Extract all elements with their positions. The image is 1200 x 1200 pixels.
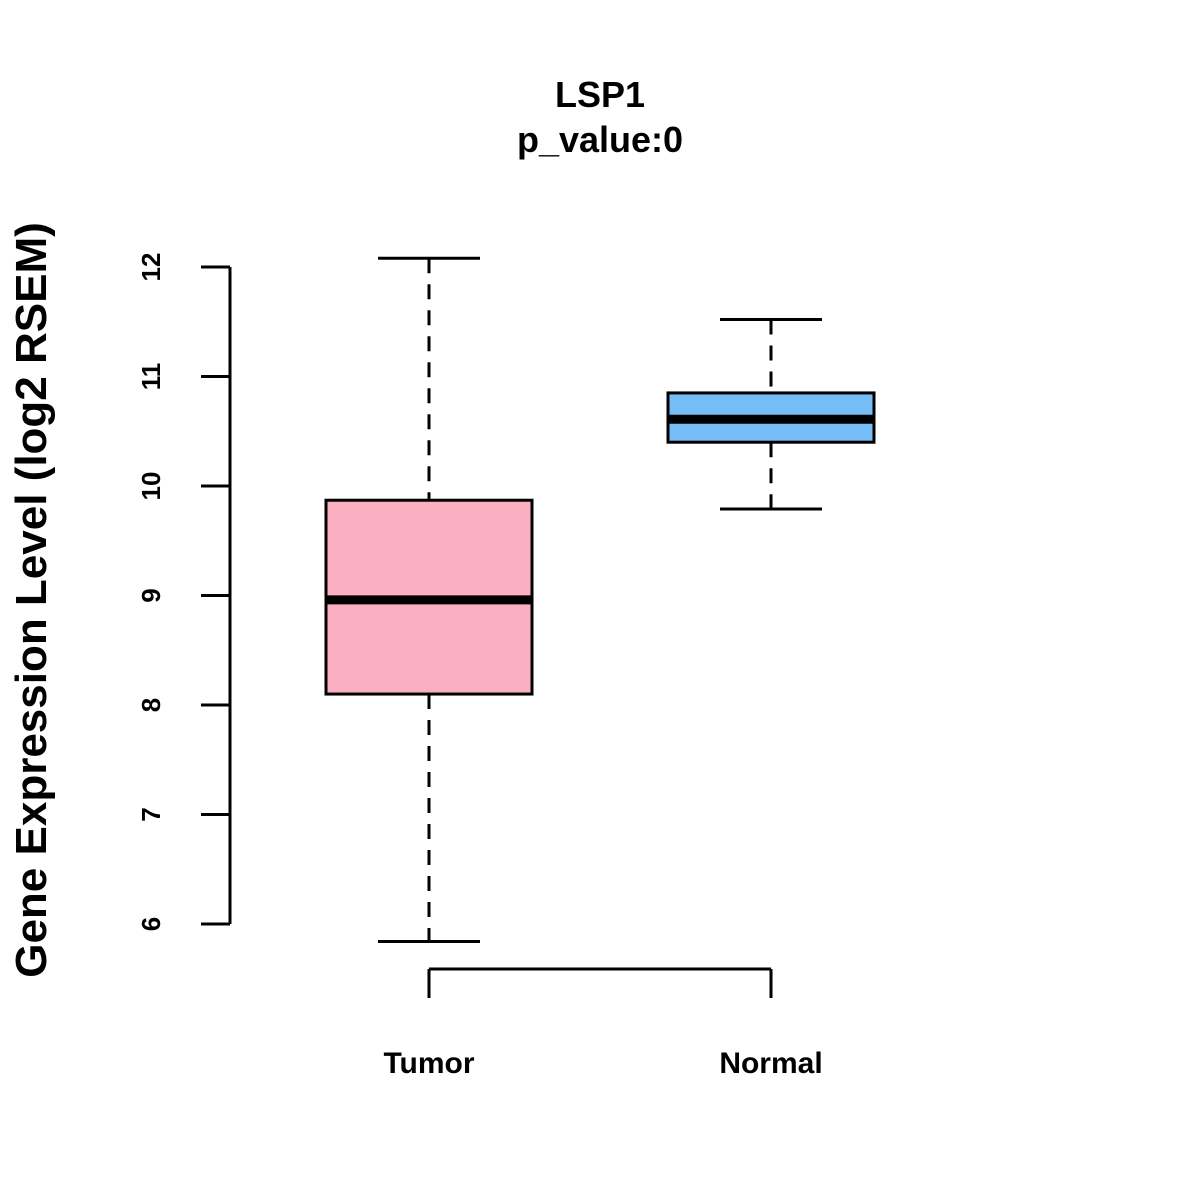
chart-subtitle: p_value:0 (517, 119, 683, 160)
y-tick-label-12: 12 (136, 253, 166, 282)
box-normal (666, 318, 876, 511)
y-axis-label: Gene Expression Level (log2 RSEM) (7, 222, 56, 978)
y-tick-label-6: 6 (136, 917, 166, 931)
y-tick-label-10: 10 (136, 472, 166, 501)
y-tick-label-9: 9 (136, 588, 166, 602)
y-axis: 6 7 8 9 10 11 12 (136, 253, 232, 931)
y-tick-label-8: 8 (136, 698, 166, 712)
box-tumor (324, 256, 534, 944)
y-tick-label-7: 7 (136, 807, 166, 821)
x-axis: Tumor Normal (383, 967, 823, 1080)
x-category-label-tumor: Tumor (383, 1047, 474, 1080)
x-category-label-normal: Normal (719, 1047, 822, 1080)
box-series (324, 256, 876, 944)
chart-title: LSP1 (555, 74, 645, 115)
y-tick-label-11: 11 (136, 363, 166, 391)
